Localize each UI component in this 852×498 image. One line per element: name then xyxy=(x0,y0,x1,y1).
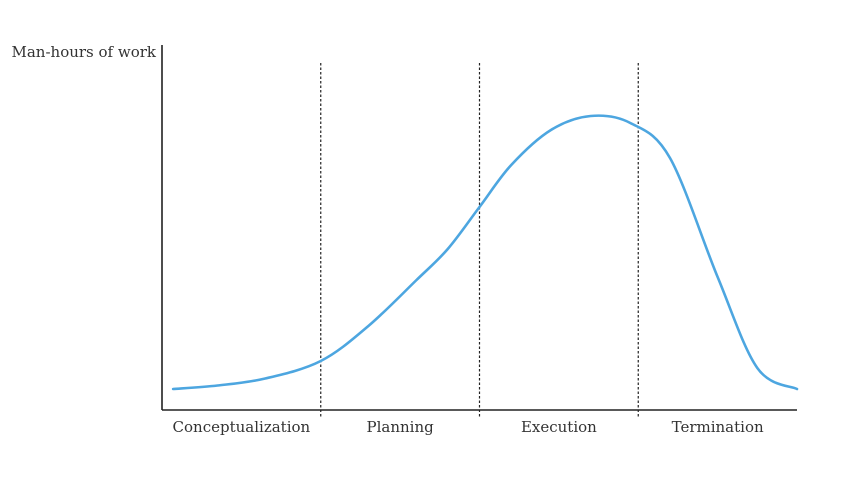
phase-label-execution: Execution xyxy=(521,418,597,436)
series-line-1 xyxy=(171,114,799,391)
phase-label-planning: Planning xyxy=(367,418,435,436)
phase-label-termination: Termination xyxy=(672,418,764,436)
series-layer xyxy=(171,114,799,391)
phase-labels: Conceptualization Planning Execution Termin… xyxy=(173,418,764,436)
y-axis-label: Man-hours of work xyxy=(12,43,157,61)
phase-dividers xyxy=(320,63,639,418)
phase-label-conceptualization: Conceptualization xyxy=(173,418,311,436)
